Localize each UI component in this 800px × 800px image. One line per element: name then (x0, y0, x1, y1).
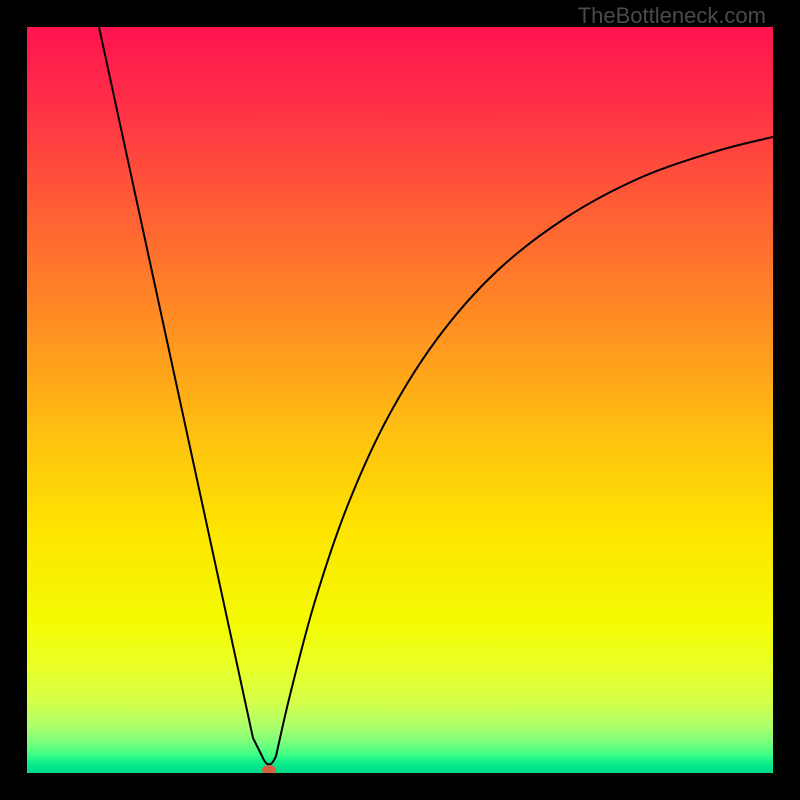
plot-area (27, 27, 773, 773)
bottleneck-curve (27, 27, 773, 773)
optimum-marker (262, 765, 276, 773)
watermark-label: TheBottleneck.com (578, 3, 766, 29)
